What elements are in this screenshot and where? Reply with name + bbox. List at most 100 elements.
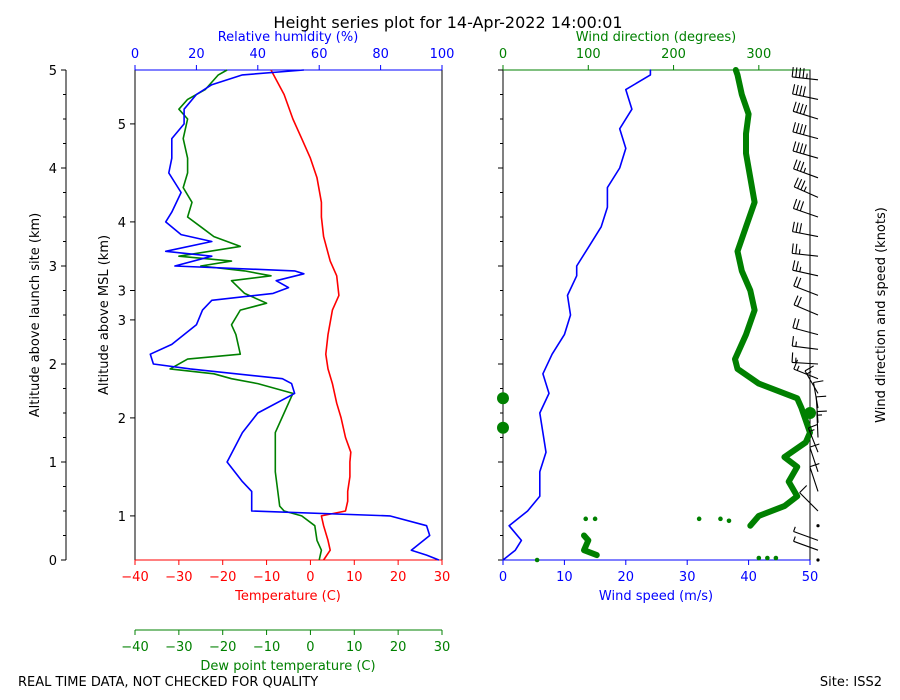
- temperature-tick-label: −20: [209, 570, 236, 585]
- wind-barb-flag: [798, 67, 802, 78]
- wind-barb-flag: [791, 221, 795, 232]
- wind-barb-flag: [799, 161, 805, 172]
- wind-barb-flag: [799, 85, 803, 96]
- wind-barb-half-flag: [793, 536, 796, 542]
- wind-direction-point: [497, 392, 509, 405]
- dewpoint-tick-label: 30: [434, 640, 451, 655]
- msl-tick-label: 5: [118, 118, 126, 133]
- wind-barb-flag: [791, 352, 794, 363]
- site-label: Site: ISS2: [820, 675, 882, 690]
- wind-direction-tick-label: 100: [576, 47, 601, 62]
- agl-tick-label: 5: [49, 64, 57, 79]
- wind-barb-flag: [802, 68, 805, 79]
- quality-notice: REAL TIME DATA, NOT CHECKED FOR QUALITY: [18, 675, 318, 690]
- agl-tick-label: 1: [49, 456, 57, 471]
- wind-barb-half-flag: [796, 365, 800, 371]
- wind-barb-flag: [808, 423, 818, 429]
- wind-barb-flag: [795, 243, 798, 254]
- wind-barb-flag: [802, 86, 806, 97]
- wind-barb-flag: [799, 201, 805, 212]
- relative-humidity-line: [149, 69, 440, 561]
- wind-direction-point: [765, 555, 770, 561]
- wind-barb-flag: [792, 260, 796, 271]
- data-layer: [149, 66, 827, 563]
- wind-barb-flag: [802, 124, 807, 135]
- wind-barb-half-flag: [803, 186, 807, 192]
- figure-title: Height series plot for 14-Apr-2022 14:00…: [273, 13, 622, 32]
- wind-barb-staff: [792, 231, 819, 238]
- temperature-tick-label: 10: [346, 570, 363, 585]
- wind-barb-staff: [809, 466, 819, 492]
- wind-barb-flag: [791, 66, 794, 78]
- dewpoint-tick-label: −40: [121, 640, 148, 655]
- wind-barb-flag: [793, 359, 799, 370]
- wind-barb-flag: [799, 123, 804, 134]
- wind-direction-point: [696, 516, 702, 522]
- wind-barb-staff: [793, 304, 819, 316]
- wind-speed-line: [502, 69, 652, 561]
- wind-speed-tick-label: 10: [556, 570, 573, 585]
- wind-barb-flag: [792, 141, 797, 152]
- wind-barb-staff: [793, 208, 819, 218]
- wind-direction-point: [804, 407, 816, 419]
- xlabel-dewpoint: Dew point temperature (C): [200, 659, 375, 674]
- wind-barb-flag: [795, 222, 799, 233]
- axes-layer: 0 1 2 3 4 5 1 2 3 3 4 5 −40 −30 −20 −10 0 10 20 30 −40 −30 −20…: [49, 47, 819, 655]
- wind-barb-flag: [795, 142, 800, 153]
- wind-barb-staff: [793, 110, 819, 120]
- wind-barb-flag: [799, 143, 804, 154]
- wind-barb-half-flag: [806, 371, 812, 375]
- dewpoint-tick-label: 10: [346, 640, 363, 655]
- wind-barb-flag: [793, 177, 799, 188]
- wind-direction-point: [497, 421, 509, 434]
- wind-barb-staff: [794, 186, 819, 198]
- wind-barb-flag: [795, 319, 800, 329]
- temperature-tick-label: −10: [253, 570, 280, 585]
- humidity-tick-label: 40: [250, 47, 267, 62]
- dewpoint-tick-label: −20: [209, 640, 236, 655]
- wind-barb-flag: [795, 261, 799, 272]
- wind-barb-half-flag: [803, 167, 807, 173]
- wind-barb-flag: [792, 122, 797, 133]
- wind-barb-flag: [809, 443, 820, 448]
- temperature-tick-label: −30: [165, 570, 192, 585]
- wind-barb-flag: [816, 395, 827, 398]
- agl-tick-label: 0: [49, 554, 57, 569]
- dewpoint-tick-label: −10: [253, 640, 280, 655]
- wind-barb-staff: [807, 427, 819, 453]
- wind-barb-staff: [792, 131, 819, 140]
- wind-barb-flag: [791, 336, 795, 347]
- wind-barb-calm: [816, 524, 820, 528]
- xlabel-humidity: Relative humidity (%): [218, 30, 359, 45]
- wind-barb-half-flag: [795, 341, 797, 347]
- wind-barb-flag: [795, 84, 799, 95]
- wind-direction-low-line: [581, 532, 600, 559]
- wind-barb-flag: [802, 144, 807, 155]
- wind-direction-point: [726, 518, 732, 524]
- ylabel-msl: Altitude above MSL (km): [97, 235, 112, 395]
- ylabel-barbs: Wind direction and speed (knots): [874, 207, 889, 423]
- wind-speed-tick-label: 50: [802, 570, 819, 585]
- wind-direction-point: [534, 557, 540, 563]
- wind-speed-tick-label: 40: [740, 570, 757, 585]
- wind-barb-staff: [792, 327, 819, 336]
- ylabel-agl: Altitude above launch site (km): [28, 213, 43, 417]
- agl-tick-label: 3: [49, 260, 57, 275]
- wind-direction-line: [732, 67, 813, 529]
- wind-barb-flag: [793, 159, 798, 170]
- wind-barb-staff: [792, 345, 819, 350]
- humidity-tick-label: 60: [311, 47, 328, 62]
- wind-barb-half-flag: [799, 266, 802, 272]
- wind-barb-flag: [795, 123, 800, 133]
- wind-barb-staff: [809, 446, 819, 472]
- wind-direction-point: [583, 516, 589, 522]
- wind-barb-flag: [793, 295, 799, 306]
- wind-speed-tick-label: 0: [499, 570, 507, 585]
- agl-tick-label: 4: [49, 162, 57, 177]
- wind-barb-staff: [792, 76, 819, 81]
- wind-barb-flag: [799, 103, 804, 114]
- wind-barb-staff: [792, 150, 819, 159]
- wind-barb-half-flag: [806, 73, 808, 79]
- msl-tick-label: 1: [118, 510, 126, 525]
- wind-barb-flag: [797, 178, 803, 189]
